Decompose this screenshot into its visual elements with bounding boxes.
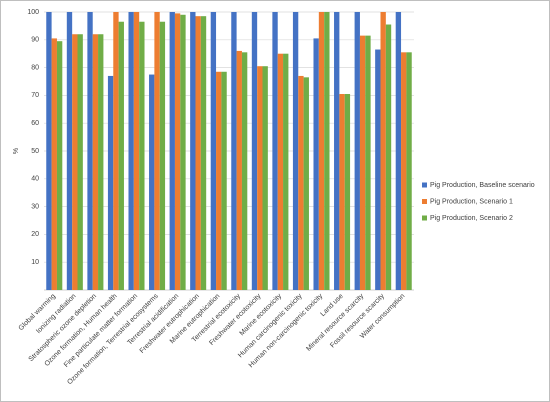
bar bbox=[365, 35, 371, 290]
y-tick-label: 60 bbox=[31, 120, 39, 127]
bar bbox=[216, 71, 222, 291]
bar bbox=[169, 12, 175, 290]
y-tick-label: 90 bbox=[31, 37, 39, 44]
bar bbox=[149, 74, 155, 290]
y-tick-label: 80 bbox=[31, 64, 39, 71]
bar bbox=[231, 12, 237, 290]
bar bbox=[241, 52, 248, 291]
legend-label: Pig Production, Baseline scenario bbox=[430, 182, 535, 189]
bar bbox=[139, 21, 145, 290]
bar bbox=[401, 52, 407, 291]
y-tick-label: 30 bbox=[31, 203, 39, 210]
bar bbox=[257, 66, 263, 291]
bar bbox=[334, 12, 340, 290]
bar bbox=[298, 75, 304, 290]
bar bbox=[195, 16, 201, 290]
bar bbox=[113, 12, 119, 290]
bar bbox=[128, 12, 134, 290]
bar bbox=[339, 94, 345, 290]
bar bbox=[303, 77, 309, 290]
bar bbox=[380, 12, 386, 290]
bar bbox=[51, 38, 57, 290]
bar bbox=[262, 66, 268, 291]
bar bbox=[77, 34, 83, 290]
bar bbox=[180, 14, 186, 291]
bar bbox=[46, 12, 52, 290]
y-tick-label: 40 bbox=[31, 176, 39, 183]
bar bbox=[406, 52, 412, 291]
bar bbox=[190, 12, 196, 290]
bar bbox=[133, 12, 140, 290]
bar bbox=[66, 12, 73, 290]
y-tick-label: 50 bbox=[31, 148, 39, 155]
bar bbox=[87, 12, 93, 290]
bar bbox=[72, 34, 78, 290]
bar bbox=[272, 12, 278, 290]
legend-swatch bbox=[422, 199, 427, 204]
bar bbox=[200, 16, 207, 290]
bar bbox=[56, 41, 63, 290]
bar bbox=[344, 94, 351, 290]
bar bbox=[324, 12, 330, 290]
bar bbox=[236, 50, 242, 290]
y-tick-label: 10 bbox=[31, 259, 39, 266]
bar bbox=[359, 35, 366, 290]
bar bbox=[210, 12, 217, 290]
legend-swatch bbox=[422, 215, 427, 221]
bar bbox=[385, 24, 392, 290]
bar bbox=[375, 49, 381, 290]
bar bbox=[159, 21, 166, 290]
bar bbox=[154, 12, 160, 290]
bar bbox=[283, 53, 289, 291]
bar bbox=[318, 12, 325, 290]
y-tick-label: 20 bbox=[31, 231, 39, 238]
bar bbox=[277, 53, 284, 291]
bar bbox=[118, 21, 124, 290]
bar bbox=[292, 12, 299, 290]
bar bbox=[313, 38, 319, 290]
bar bbox=[354, 12, 360, 290]
bar bbox=[395, 12, 402, 290]
bar bbox=[251, 12, 258, 290]
y-axis-label: % bbox=[13, 148, 20, 154]
legend-label: Pig Production, Scenario 1 bbox=[430, 198, 513, 205]
legend-label: Pig Production, Scenario 2 bbox=[430, 215, 513, 222]
y-tick-label: 100 bbox=[27, 9, 39, 16]
y-tick-label: 70 bbox=[31, 92, 39, 99]
bar bbox=[221, 71, 227, 291]
legend-swatch bbox=[422, 182, 427, 188]
bar bbox=[174, 13, 181, 290]
bar bbox=[107, 75, 114, 290]
bar bbox=[92, 34, 99, 290]
bar bbox=[98, 34, 104, 290]
